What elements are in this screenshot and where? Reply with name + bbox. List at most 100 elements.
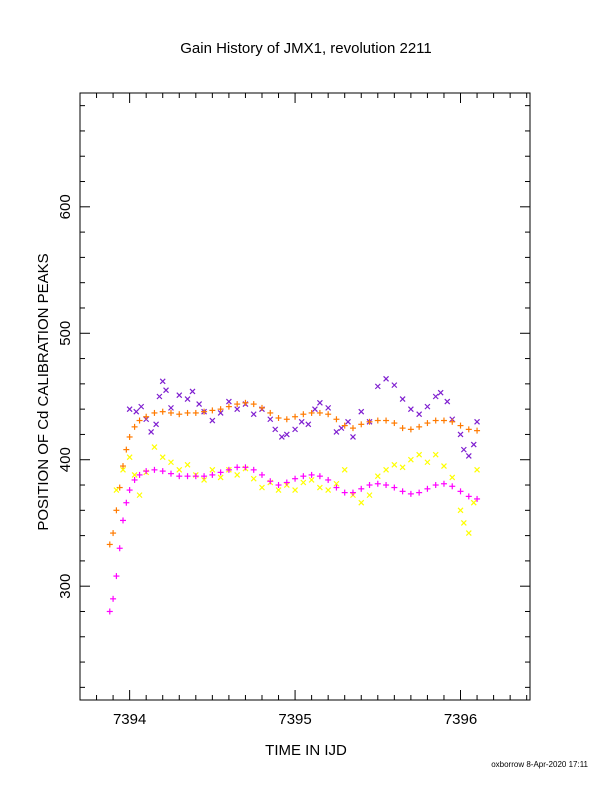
data-point — [278, 434, 285, 440]
data-point — [316, 399, 323, 406]
data-point — [259, 484, 265, 491]
data-point — [424, 403, 431, 410]
data-point — [159, 378, 166, 385]
plot-frame — [79, 92, 531, 701]
data-point — [138, 403, 145, 410]
data-point — [151, 444, 158, 451]
data-point — [120, 463, 127, 470]
footer-credit: oxborrow 8-Apr-2020 17:11 — [491, 760, 588, 769]
data-point — [283, 431, 290, 438]
data-point — [209, 471, 216, 478]
data-marks — [106, 375, 481, 615]
data-point — [217, 410, 224, 416]
data-point — [308, 477, 315, 483]
data-point — [267, 478, 274, 485]
data-point — [416, 489, 423, 496]
data-point — [341, 422, 348, 429]
data-point — [156, 393, 163, 400]
data-point — [275, 482, 282, 489]
series-3 — [106, 464, 481, 615]
data-point — [308, 409, 315, 416]
data-point — [374, 480, 381, 487]
x-tick-label: 7394 — [113, 711, 146, 728]
data-point — [316, 409, 323, 416]
data-point — [292, 426, 298, 433]
data-point — [391, 484, 398, 491]
data-point — [159, 468, 166, 475]
data-point — [424, 420, 431, 427]
data-point — [383, 482, 390, 489]
data-point — [209, 417, 216, 424]
data-point — [136, 492, 143, 499]
data-point — [338, 425, 345, 432]
data-point — [444, 398, 451, 405]
data-point — [192, 473, 199, 480]
chart-title: Gain History of JMX1, revolution 2211 — [180, 40, 432, 57]
data-point — [163, 387, 169, 394]
data-point — [432, 482, 439, 489]
data-point — [234, 471, 241, 478]
data-point — [176, 392, 183, 399]
data-point — [465, 493, 472, 500]
data-point — [366, 418, 373, 425]
data-point — [113, 573, 120, 580]
data-point — [312, 406, 318, 413]
data-point — [374, 417, 381, 424]
data-point — [460, 520, 467, 526]
axis-ticks — [80, 93, 530, 700]
data-point — [350, 434, 356, 440]
data-point — [250, 411, 257, 418]
data-point — [457, 507, 464, 514]
data-point — [136, 471, 143, 478]
data-point — [333, 428, 340, 435]
data-point — [242, 464, 249, 471]
data-point — [432, 393, 439, 400]
data-point — [201, 477, 208, 483]
data-point — [325, 411, 332, 418]
data-point — [470, 441, 477, 448]
x-axis-label: TIME IN IJD — [265, 742, 347, 759]
data-point — [283, 479, 290, 486]
data-point — [333, 480, 340, 487]
data-point — [407, 406, 414, 413]
data-point — [176, 411, 183, 418]
data-point — [305, 421, 312, 428]
data-point — [341, 466, 348, 473]
data-point — [234, 401, 241, 408]
data-point — [399, 425, 406, 432]
data-point — [325, 476, 332, 483]
series-2 — [113, 444, 480, 536]
data-point — [432, 451, 439, 458]
data-point — [300, 473, 307, 480]
data-point — [120, 517, 127, 524]
data-point — [126, 454, 133, 461]
data-point — [234, 464, 241, 471]
y-tick-label: 600 — [57, 194, 74, 219]
data-point — [196, 401, 203, 408]
data-point — [189, 388, 196, 395]
data-point — [383, 417, 390, 424]
data-point — [465, 426, 472, 433]
data-point — [358, 421, 365, 428]
data-point — [126, 433, 133, 440]
data-point — [258, 404, 265, 411]
data-point — [449, 418, 456, 425]
data-point — [126, 406, 133, 413]
data-point — [225, 466, 232, 473]
data-point — [300, 479, 307, 486]
data-point — [283, 416, 290, 423]
data-point — [474, 466, 480, 473]
data-point — [374, 473, 381, 480]
data-point — [153, 421, 160, 428]
data-point — [366, 492, 373, 499]
data-point — [143, 413, 150, 420]
data-point — [176, 466, 183, 473]
data-point — [250, 401, 257, 408]
data-point — [424, 459, 431, 466]
data-point — [424, 485, 431, 492]
data-point — [374, 383, 381, 390]
data-point — [113, 487, 120, 494]
data-point — [298, 418, 305, 425]
data-point — [123, 499, 130, 506]
data-point — [209, 407, 216, 414]
